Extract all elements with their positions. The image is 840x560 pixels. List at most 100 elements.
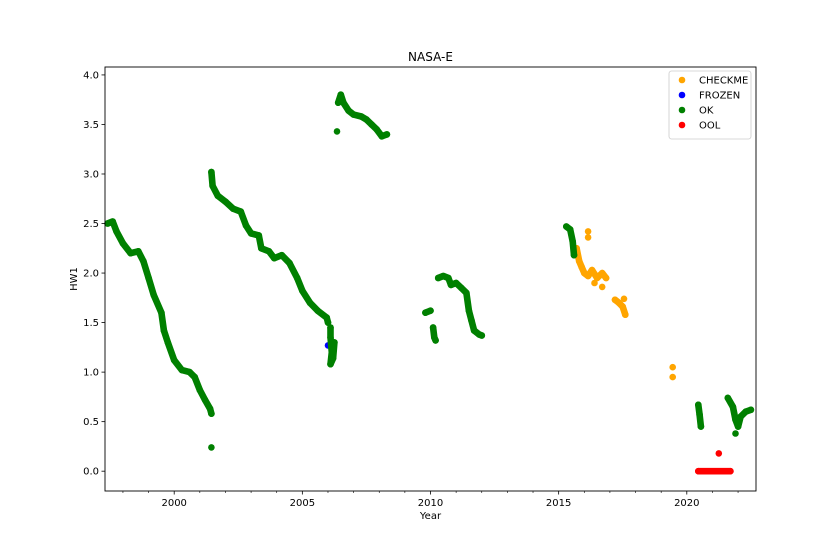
y-tick-label: 2.5: [83, 219, 99, 230]
data-point: [598, 269, 606, 277]
y-axis-ticks: 0.0 0.5 1.0 1.5 2.0 2.5 3.0 3.5 4.0: [83, 70, 105, 478]
legend-box: [668, 70, 752, 140]
data-point: [324, 319, 332, 326]
data-point: [695, 401, 702, 409]
data-point: [732, 430, 739, 437]
data-point: [119, 240, 127, 247]
data-point: [150, 291, 157, 299]
data-point: [255, 232, 263, 239]
data-point: [715, 450, 723, 457]
data-point: [432, 337, 439, 344]
data-point: [378, 133, 386, 140]
data-point: [196, 386, 204, 394]
data-point: [468, 317, 475, 324]
data-point: [598, 283, 606, 291]
y-tick-label: 3.0: [83, 169, 99, 180]
data-point: [208, 410, 215, 418]
data-point: [109, 218, 116, 225]
y-tick-label: 3.5: [83, 120, 99, 131]
data-point: [727, 467, 734, 475]
data-point: [145, 274, 152, 282]
data-point: [732, 416, 739, 424]
data-point: [569, 238, 576, 245]
data-point: [434, 274, 442, 282]
data-point: [170, 356, 178, 364]
y-tick-label: 0.0: [83, 467, 99, 478]
x-axis-label: Year: [419, 511, 442, 522]
series-ool: [695, 450, 734, 475]
data-point: [160, 327, 168, 334]
data-point: [350, 111, 357, 118]
data-point: [747, 406, 755, 414]
data-point: [734, 423, 742, 430]
data-point: [222, 198, 229, 205]
data-point: [593, 274, 601, 282]
data-point: [242, 222, 250, 229]
data-point: [337, 91, 345, 98]
data-point: [265, 248, 273, 255]
y-tick-label: 1.5: [83, 318, 99, 329]
data-point: [135, 248, 142, 255]
y-tick-label: 4.0: [83, 70, 99, 81]
data-point: [164, 339, 172, 346]
data-point: [584, 228, 592, 235]
series-ok-run-0: [104, 218, 215, 417]
data-point: [697, 423, 705, 430]
data-point: [695, 467, 702, 475]
data-point: [478, 332, 486, 339]
plot-frame: [104, 66, 757, 492]
data-point: [620, 295, 628, 303]
chart-title: NASA-E: [408, 50, 453, 64]
x-tick-label: 2000: [161, 498, 186, 509]
data-point: [208, 168, 215, 176]
data-point: [470, 327, 478, 334]
series-ok: [104, 91, 755, 451]
data-point: [237, 208, 245, 215]
y-tick-label: 2.0: [83, 269, 99, 280]
data-point: [445, 274, 452, 282]
data-point: [278, 251, 286, 259]
data-point: [358, 113, 365, 120]
legend-marker-ool: [678, 121, 686, 129]
data-point: [140, 257, 147, 265]
data-point: [588, 266, 596, 274]
y-tick-label: 1.0: [83, 368, 99, 379]
legend-marker-frozen: [678, 91, 686, 99]
data-point: [299, 287, 306, 295]
data-point: [584, 234, 592, 241]
x-tick-label: 2015: [546, 498, 571, 509]
data-point: [602, 274, 610, 282]
data-point: [383, 131, 391, 138]
data-point: [622, 311, 629, 319]
data-point: [306, 299, 314, 307]
data-point: [591, 279, 598, 287]
data-point: [214, 192, 222, 200]
data-point: [742, 408, 749, 416]
data-point: [724, 394, 732, 402]
data-point: [429, 324, 437, 331]
data-point: [452, 279, 460, 287]
data-point: [323, 314, 331, 321]
data-point: [333, 128, 341, 135]
data-point: [584, 272, 592, 280]
data-point: [286, 259, 293, 267]
legend-label-checkme: CHECKME: [699, 76, 748, 87]
data-point: [327, 360, 334, 368]
data-point: [247, 230, 255, 237]
data-point: [696, 411, 703, 419]
data-point: [209, 182, 216, 190]
data-point: [619, 303, 626, 311]
data-point: [191, 373, 198, 381]
data-point: [363, 116, 370, 123]
data-point: [737, 413, 744, 421]
data-point: [158, 309, 165, 317]
data-point: [465, 307, 473, 315]
legend-marker-ok: [678, 106, 686, 114]
data-point: [293, 274, 301, 282]
data-point: [463, 289, 470, 297]
data-point: [345, 107, 352, 114]
data-point: [329, 355, 337, 362]
data-point: [422, 309, 429, 317]
data-point: [229, 205, 237, 212]
